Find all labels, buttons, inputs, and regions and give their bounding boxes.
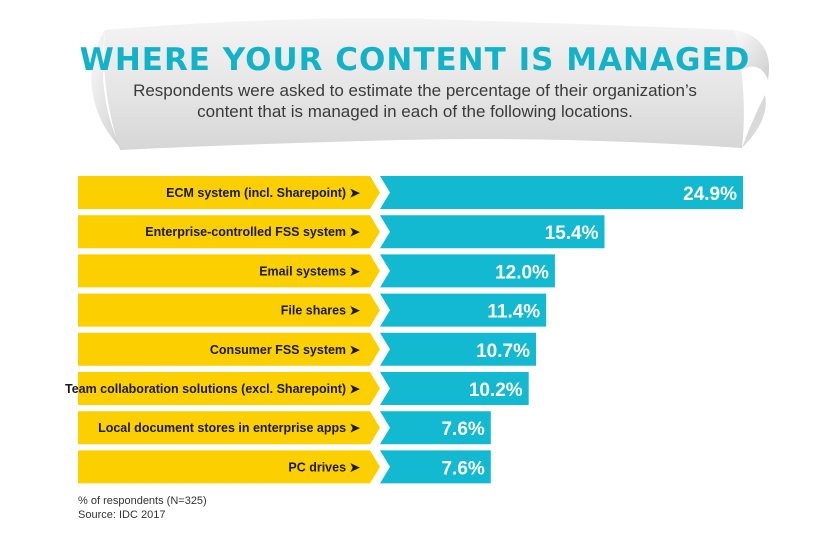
bar — [380, 450, 491, 484]
label-band — [78, 450, 380, 484]
value-label: 11.4% — [487, 302, 540, 323]
footnote-respondents: % of respondents (N=325) — [78, 495, 207, 507]
label-band — [78, 215, 380, 249]
value-label: 24.9% — [683, 184, 737, 205]
category-label: Team collaboration solutions (excl. Shar… — [65, 382, 361, 396]
bar — [380, 332, 536, 366]
value-label: 10.7% — [476, 341, 530, 362]
bar — [380, 176, 743, 209]
category-label: File shares ➤ — [281, 304, 361, 318]
category-label: PC drives ➤ — [288, 460, 360, 474]
label-band — [78, 176, 380, 209]
label-band — [78, 372, 380, 405]
value-label: 12.0% — [495, 262, 549, 283]
title-banner — [91, 18, 770, 151]
page-title: WHERE YOUR CONTENT IS MANAGED — [79, 42, 751, 78]
bar — [380, 254, 555, 288]
bar — [380, 215, 605, 249]
value-label: 7.6% — [441, 419, 484, 440]
footnote: % of respondents (N=325) Source: IDC 201… — [78, 494, 207, 522]
category-label: Consumer FSS system ➤ — [210, 343, 361, 357]
category-label: ECM system (incl. Sharepoint) ➤ — [166, 186, 360, 200]
label-band — [78, 254, 380, 288]
label-band — [78, 293, 380, 327]
category-label: Local document stores in enterprise apps… — [98, 421, 360, 435]
bar — [380, 372, 529, 405]
bar — [380, 293, 547, 327]
bar — [380, 411, 491, 445]
value-label: 15.4% — [545, 223, 599, 244]
footnote-source: Source: IDC 2017 — [78, 509, 166, 521]
value-label: 10.2% — [469, 380, 523, 401]
category-label: Enterprise-controlled FSS system ➤ — [145, 225, 360, 239]
category-label: Email systems ➤ — [259, 264, 360, 278]
page-subtitle: Respondents were asked to estimate the p… — [133, 81, 697, 121]
value-label: 7.6% — [441, 458, 484, 479]
label-band — [78, 411, 380, 445]
label-band — [78, 332, 380, 366]
